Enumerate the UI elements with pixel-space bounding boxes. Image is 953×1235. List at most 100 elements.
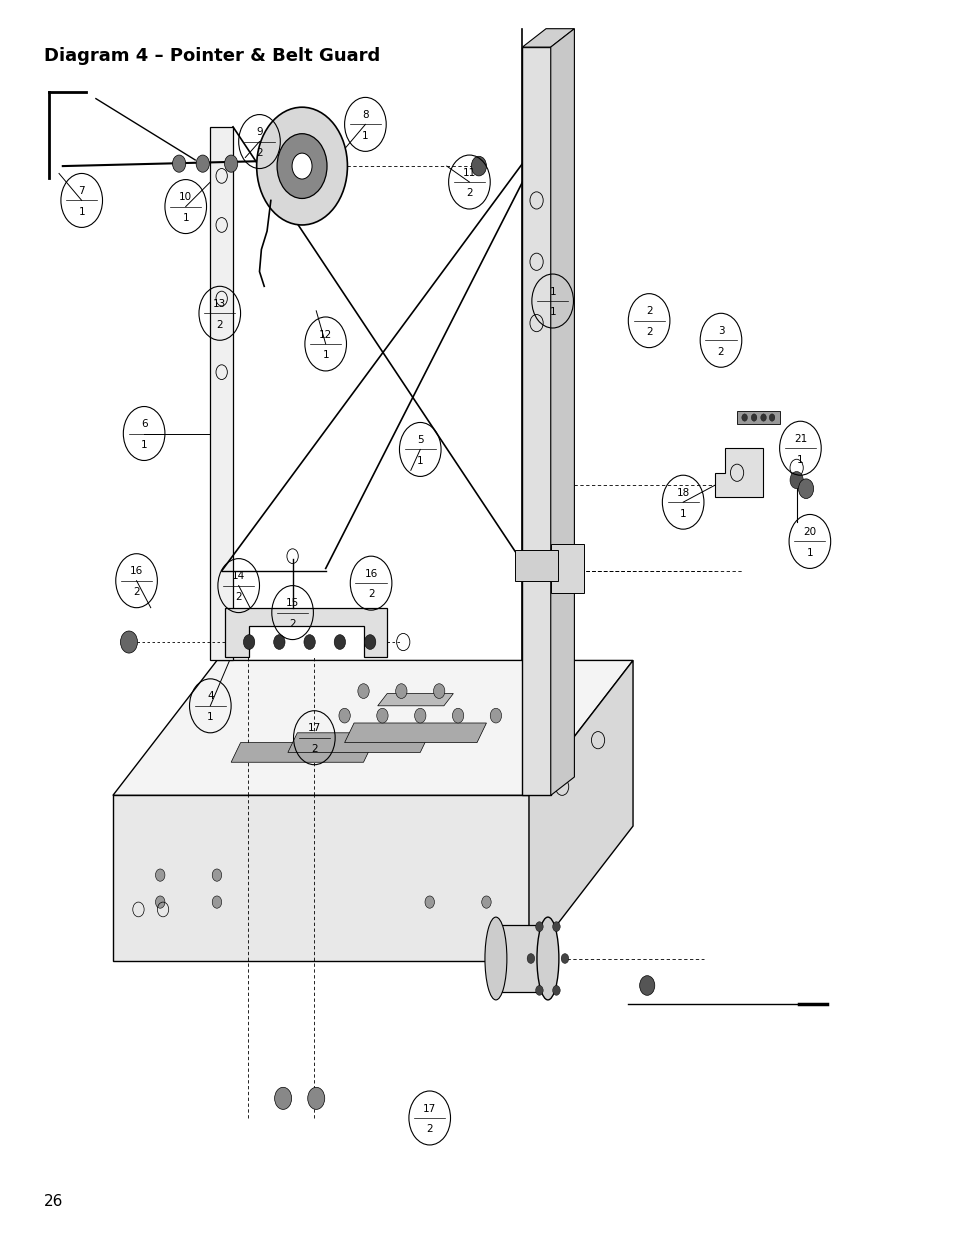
Circle shape <box>243 635 254 650</box>
Polygon shape <box>522 47 550 795</box>
Circle shape <box>560 953 568 963</box>
Ellipse shape <box>537 918 558 1000</box>
Polygon shape <box>550 28 574 795</box>
Text: 20: 20 <box>802 527 816 537</box>
Text: 5: 5 <box>416 435 423 445</box>
Text: 17: 17 <box>422 1104 436 1114</box>
Text: 7: 7 <box>78 186 85 196</box>
Polygon shape <box>288 732 429 752</box>
Polygon shape <box>377 694 453 706</box>
Circle shape <box>155 869 165 882</box>
Circle shape <box>292 153 312 179</box>
Circle shape <box>338 709 350 722</box>
Circle shape <box>552 986 559 995</box>
Circle shape <box>155 895 165 908</box>
Text: 6: 6 <box>141 419 148 429</box>
Text: 2: 2 <box>645 306 652 316</box>
Text: 1: 1 <box>549 308 556 317</box>
Circle shape <box>172 156 186 172</box>
Circle shape <box>256 107 347 225</box>
Text: 2: 2 <box>133 587 140 597</box>
Text: 9: 9 <box>256 127 262 137</box>
Text: 2: 2 <box>235 592 242 601</box>
Text: 2: 2 <box>717 347 723 357</box>
Text: 2: 2 <box>645 327 652 337</box>
Circle shape <box>760 414 765 421</box>
Circle shape <box>750 414 756 421</box>
Circle shape <box>212 895 221 908</box>
Text: 2: 2 <box>289 619 295 629</box>
Text: 1: 1 <box>805 548 812 558</box>
Text: 1: 1 <box>322 351 329 361</box>
Text: 3: 3 <box>717 326 723 336</box>
Ellipse shape <box>484 918 506 1000</box>
Circle shape <box>433 684 444 699</box>
Text: 1: 1 <box>141 440 148 450</box>
Text: 2: 2 <box>256 148 262 158</box>
Circle shape <box>308 1087 324 1109</box>
Text: 16: 16 <box>130 567 143 577</box>
Circle shape <box>274 1087 292 1109</box>
Polygon shape <box>737 411 779 424</box>
Circle shape <box>274 635 285 650</box>
Circle shape <box>471 157 486 175</box>
Text: 12: 12 <box>318 330 332 340</box>
Text: 11: 11 <box>462 168 476 178</box>
Text: 17: 17 <box>308 724 320 734</box>
Polygon shape <box>225 608 387 657</box>
Text: 1: 1 <box>797 454 802 464</box>
Text: 2: 2 <box>216 320 223 330</box>
Text: 2: 2 <box>426 1124 433 1134</box>
Text: 1: 1 <box>416 456 423 466</box>
Text: 26: 26 <box>44 1194 63 1209</box>
Polygon shape <box>715 448 761 498</box>
Text: 2: 2 <box>368 589 374 599</box>
Text: 2: 2 <box>466 189 473 199</box>
Circle shape <box>415 709 425 722</box>
Polygon shape <box>496 925 547 992</box>
Circle shape <box>395 684 407 699</box>
Circle shape <box>798 479 813 499</box>
Circle shape <box>639 976 654 995</box>
Text: 1: 1 <box>182 212 189 222</box>
Circle shape <box>334 635 345 650</box>
Text: 8: 8 <box>362 110 369 120</box>
Text: 18: 18 <box>676 488 689 498</box>
Text: 1: 1 <box>679 509 686 519</box>
Circle shape <box>120 631 137 653</box>
Text: 21: 21 <box>793 433 806 443</box>
Circle shape <box>196 156 209 172</box>
Circle shape <box>424 895 434 908</box>
Polygon shape <box>210 127 233 661</box>
Text: 15: 15 <box>286 598 299 608</box>
Circle shape <box>364 635 375 650</box>
Polygon shape <box>112 795 529 961</box>
Circle shape <box>224 156 237 172</box>
Polygon shape <box>550 543 583 593</box>
Circle shape <box>535 921 542 931</box>
Circle shape <box>276 133 327 199</box>
Circle shape <box>552 921 559 931</box>
Polygon shape <box>522 28 574 47</box>
Circle shape <box>452 709 463 722</box>
Circle shape <box>490 709 501 722</box>
Polygon shape <box>515 550 558 580</box>
Text: 1: 1 <box>78 206 85 217</box>
Text: 4: 4 <box>207 692 213 701</box>
Circle shape <box>481 895 491 908</box>
Polygon shape <box>344 722 486 742</box>
Circle shape <box>304 635 314 650</box>
Text: 13: 13 <box>213 299 226 309</box>
Circle shape <box>212 869 221 882</box>
Circle shape <box>535 986 542 995</box>
Polygon shape <box>529 661 633 961</box>
Circle shape <box>768 414 774 421</box>
Circle shape <box>741 414 747 421</box>
Text: Diagram 4 – Pointer & Belt Guard: Diagram 4 – Pointer & Belt Guard <box>44 47 379 65</box>
Circle shape <box>789 472 802 489</box>
Circle shape <box>376 709 388 722</box>
Circle shape <box>527 953 534 963</box>
Circle shape <box>357 684 369 699</box>
Text: 16: 16 <box>364 568 377 579</box>
Polygon shape <box>112 661 633 795</box>
